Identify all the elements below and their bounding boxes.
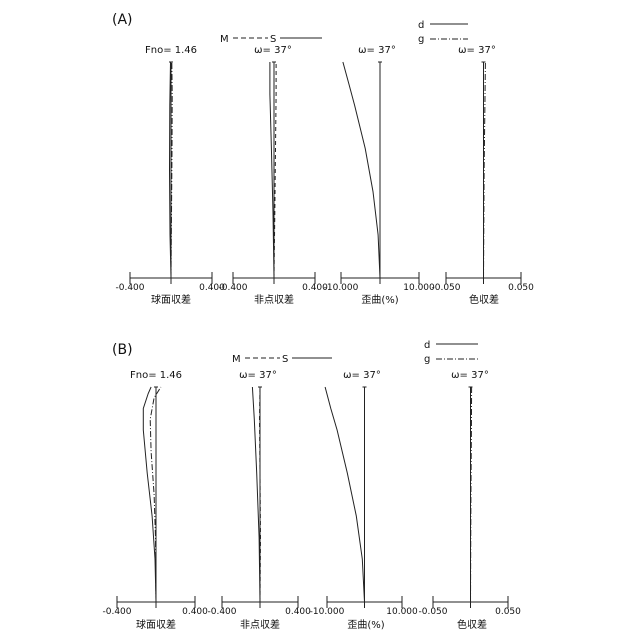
tick-label-chr-a-max: 0.050 xyxy=(508,283,534,293)
tick-label-chr-b-min: -0.050 xyxy=(418,607,447,617)
tick-label-chr-b-max: 0.050 xyxy=(495,607,521,617)
B-astigmatism-series-m-line xyxy=(252,387,260,602)
B-distortion-series-0-line xyxy=(325,387,364,602)
heading-field-astig-b: ω= 37° xyxy=(239,370,277,381)
axis-name-distortion-a: 歪曲(%) xyxy=(361,294,398,306)
axis-name-astigmatism-a: 非点収差 xyxy=(254,293,294,306)
axis-name-spherical-a: 球面収差 xyxy=(151,293,191,306)
astigmatism-legend-b: M S xyxy=(232,354,332,365)
astigmatism-legend-a: M S xyxy=(220,34,322,45)
tick-label-sph-a-min: -0.400 xyxy=(115,283,144,293)
legend-g-label: g xyxy=(418,34,424,45)
tick-label-dist-b-min: -10.000 xyxy=(310,607,345,617)
axis-name-chromatic-b: 色収差 xyxy=(457,618,487,631)
tick-label-ast-b-min: -0.400 xyxy=(207,607,236,617)
legend-d-label: d xyxy=(424,340,430,351)
axis-name-astigmatism-b: 非点収差 xyxy=(240,618,280,631)
heading-field-chroma-b: ω= 37° xyxy=(451,370,489,381)
heading-field-astig-a: ω= 37° xyxy=(254,45,292,56)
tick-label-ast-a-min: -0.400 xyxy=(218,283,247,293)
legend-g-label: g xyxy=(424,354,430,365)
heading-field-dist-b: ω= 37° xyxy=(343,370,381,381)
axis-name-distortion-b: 歪曲(%) xyxy=(347,619,384,631)
tick-label-sph-b-max: 0.400 xyxy=(182,607,208,617)
A-distortion-series-0-line xyxy=(343,62,380,278)
panel-label-a: (A) xyxy=(112,12,133,28)
tick-label-dist-a-min: -10.000 xyxy=(324,283,359,293)
legend-s-label: S xyxy=(282,354,288,365)
legend-d-label: d xyxy=(418,20,424,31)
tick-label-ast-b-max: 0.400 xyxy=(285,607,311,617)
legend-m-label: M xyxy=(232,354,241,365)
panel-label-b: (B) xyxy=(112,342,133,358)
A-astigmatism-series-m-line xyxy=(270,62,274,278)
tick-label-sph-b-min: -0.400 xyxy=(102,607,131,617)
chromatic-legend-a: d g xyxy=(418,20,468,45)
tick-label-dist-b-max: 10.000 xyxy=(386,607,418,617)
chromatic-legend-b: d g xyxy=(424,340,478,365)
legend-m-label: M xyxy=(220,34,229,45)
axis-name-chromatic-a: 色収差 xyxy=(469,293,499,306)
legend-s-label: S xyxy=(270,34,276,45)
heading-fno-a: Fno= 1.46 xyxy=(145,45,197,56)
axis-name-spherical-b: 球面収差 xyxy=(136,618,176,631)
tick-label-dist-a-max: 10.000 xyxy=(403,283,435,293)
tick-label-chr-a-min: -0.050 xyxy=(431,283,460,293)
heading-field-dist-a: ω= 37° xyxy=(358,45,396,56)
heading-fno-b: Fno= 1.46 xyxy=(130,370,182,381)
heading-field-chroma-a: ω= 37° xyxy=(458,45,496,56)
plot-layer xyxy=(117,62,521,608)
